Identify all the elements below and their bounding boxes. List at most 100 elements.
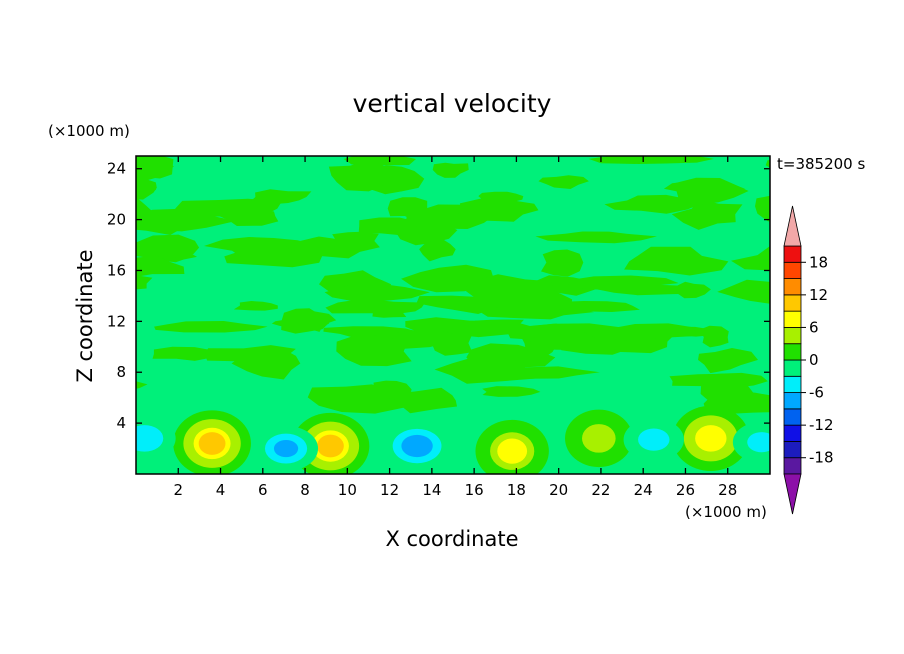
- field-patch: [446, 321, 536, 338]
- colorbar-tick-label: -6: [809, 384, 824, 402]
- field-patch: [698, 348, 758, 374]
- x-axis-ticks: 2 4 6 8 10 12 14 16 18 20 22 24 26 28: [173, 156, 737, 499]
- colorbar-tick-label: 6: [809, 318, 819, 336]
- colorbar-swatch: [783, 457, 802, 475]
- y-tick-label: 12: [107, 312, 126, 330]
- colorbar-swatch: [783, 294, 802, 312]
- x-tick-label: 26: [676, 481, 695, 499]
- colorbar-under-arrow: [783, 473, 802, 515]
- x-tick-label: 4: [216, 481, 226, 499]
- colorbar: -18 -12 -6 0 6 12 18: [783, 205, 834, 515]
- field-patch: [204, 345, 296, 362]
- field-patch: [292, 309, 337, 332]
- field-patch: [152, 346, 217, 361]
- x-tick-label: 10: [338, 481, 357, 499]
- y-tick-label: 20: [107, 211, 126, 229]
- x-tick-label: 24: [634, 481, 653, 499]
- updraft-cell: [582, 424, 616, 453]
- field-patch: [136, 197, 163, 219]
- colorbar-tick-label: 0: [809, 351, 819, 369]
- field-patch: [604, 194, 701, 214]
- x-tick-label: 20: [549, 481, 568, 499]
- field-patch: [549, 301, 640, 312]
- time-label: t=385200 s: [777, 155, 865, 173]
- field-patch: [624, 246, 729, 276]
- field-patch: [538, 175, 589, 189]
- field-patch: [325, 298, 426, 315]
- field-patch: [387, 197, 428, 221]
- x-tick-label: 22: [591, 481, 610, 499]
- y-tick-label: 8: [116, 363, 126, 381]
- field-patch: [136, 255, 185, 277]
- downdraft-cell: [136, 429, 158, 448]
- x-unit-label: (×1000 m): [685, 503, 767, 521]
- y-axis-title: Z coordinate: [73, 249, 97, 382]
- field-patch: [482, 386, 541, 397]
- colorbar-tick-label: -12: [809, 416, 834, 434]
- field-patch: [717, 279, 770, 304]
- colorbar-swatch: [783, 245, 802, 263]
- field-patch: [328, 160, 391, 192]
- field-patch: [284, 236, 380, 259]
- updraft-cell: [317, 434, 344, 458]
- updraft-cell: [198, 432, 226, 455]
- y-tick-label: 16: [107, 261, 126, 279]
- colorbar-over-arrow: [783, 205, 802, 247]
- downdraft-cell: [640, 430, 668, 450]
- field-patch: [700, 379, 755, 404]
- colorbar-swatch: [783, 441, 802, 459]
- field-patch: [371, 380, 412, 401]
- field-patch: [765, 160, 770, 168]
- colorbar-swatch: [783, 310, 802, 328]
- field-patch: [136, 275, 153, 290]
- x-tick-label: 12: [380, 481, 399, 499]
- field-patch: [390, 329, 458, 341]
- field-patch: [136, 208, 236, 232]
- x-tick-label: 6: [258, 481, 268, 499]
- y-tick-label: 24: [107, 160, 126, 178]
- colorbar-swatch: [783, 392, 802, 410]
- updraft-cell: [697, 426, 725, 451]
- field-patch: [136, 234, 200, 259]
- colorbar-swatch: [783, 261, 802, 279]
- field-patch: [432, 162, 469, 178]
- downdraft-cell: [405, 438, 429, 455]
- field-patch: [343, 156, 416, 167]
- colorbar-swatch: [783, 375, 802, 393]
- field-patch: [434, 357, 535, 384]
- colorbar-swatch: [783, 278, 802, 296]
- field-patch: [218, 208, 279, 226]
- field-patch: [248, 189, 312, 205]
- field-patch: [136, 381, 148, 389]
- y-unit-label: (×1000 m): [48, 122, 130, 140]
- field-patch: [699, 325, 729, 348]
- x-tick-label: 2: [173, 481, 183, 499]
- field-patch: [669, 373, 747, 387]
- field-patch: [324, 283, 430, 302]
- field-patch: [541, 249, 584, 277]
- field-patch: [233, 301, 278, 311]
- field-patch: [416, 295, 511, 314]
- field-patch: [535, 231, 657, 244]
- colorbar-swatch: [783, 327, 802, 345]
- x-tick-label: 16: [465, 481, 484, 499]
- field-patch: [565, 275, 679, 292]
- colorbar-tick-label: -18: [809, 449, 834, 467]
- field-patch: [336, 334, 412, 367]
- y-axis-ticks: 4 8 12 16 20 24: [107, 160, 770, 432]
- x-tick-label: 18: [507, 481, 526, 499]
- field-patch: [731, 246, 770, 271]
- colorbar-swatch: [783, 408, 802, 426]
- downdraft-cell: [747, 432, 770, 453]
- field-contours: [136, 156, 770, 474]
- field-patch: [419, 239, 456, 262]
- y-tick-label: 4: [116, 414, 126, 432]
- field-patch: [525, 334, 626, 352]
- field-patch: [671, 198, 743, 230]
- chart-title: vertical velocity: [353, 89, 552, 118]
- x-axis-title: X coordinate: [385, 527, 518, 551]
- colorbar-swatch: [783, 343, 802, 361]
- field-patch: [597, 284, 704, 296]
- field-patch: [755, 195, 770, 222]
- x-tick-label: 8: [300, 481, 310, 499]
